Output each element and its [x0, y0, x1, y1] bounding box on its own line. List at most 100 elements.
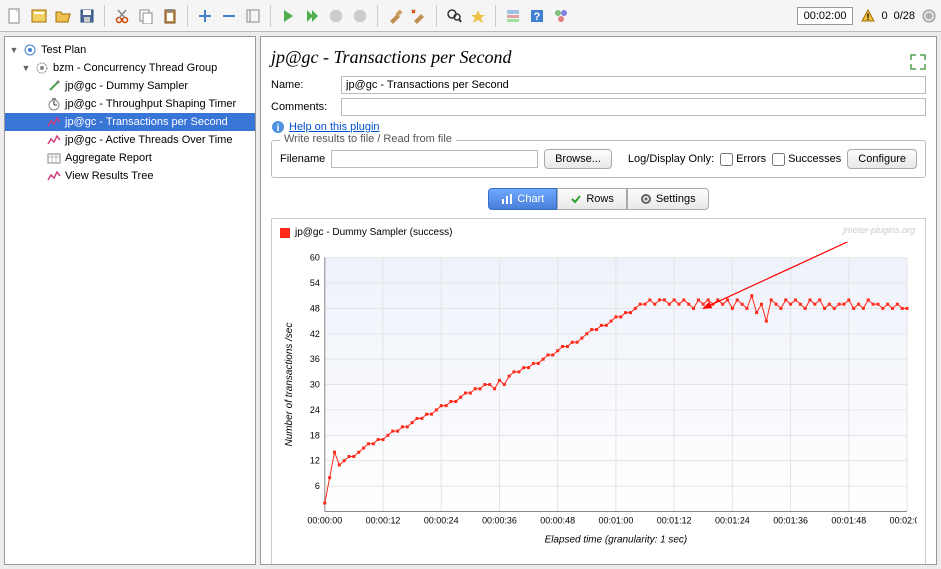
chart-legend: jp@gc - Dummy Sampler (success) — [280, 227, 917, 238]
svg-text:42: 42 — [310, 329, 320, 339]
tree-label: Aggregate Report — [65, 152, 152, 164]
successes-checkbox[interactable] — [772, 153, 785, 166]
tree-label: View Results Tree — [65, 170, 153, 182]
filename-input[interactable] — [331, 150, 538, 168]
stop-icon[interactable] — [325, 5, 347, 27]
warning-count: 0 — [881, 10, 887, 22]
listener-icon — [46, 168, 62, 184]
successes-label: Successes — [788, 153, 841, 165]
tree-label: bzm - Concurrency Thread Group — [53, 62, 217, 74]
toolbar-separator — [377, 5, 378, 27]
legend-label: jp@gc - Dummy Sampler (success) — [295, 227, 452, 238]
svg-text:24: 24 — [310, 405, 320, 415]
tree-label: jp@gc - Transactions per Second — [65, 116, 228, 128]
logdisplay-label: Log/Display Only: — [628, 153, 714, 165]
tab-settings[interactable]: Settings — [627, 188, 709, 210]
tree-panel: ▼ Test Plan ▼ bzm - Concurrency Thread G… — [4, 36, 256, 565]
tree-threadgroup[interactable]: ▼ bzm - Concurrency Thread Group — [5, 59, 255, 77]
clear-all-icon[interactable] — [408, 5, 430, 27]
paste-icon[interactable] — [159, 5, 181, 27]
svg-text:00:00:24: 00:00:24 — [424, 515, 459, 525]
tree-item[interactable]: View Results Tree — [5, 167, 255, 185]
tree-toggle-icon[interactable]: ▼ — [21, 63, 31, 73]
svg-text:60: 60 — [310, 253, 320, 263]
svg-text:00:01:48: 00:01:48 — [831, 515, 866, 525]
legend-swatch — [280, 228, 290, 238]
name-input[interactable] — [341, 76, 926, 94]
reset-search-icon[interactable] — [467, 5, 489, 27]
gear-icon — [640, 193, 652, 205]
warning-icon: ! — [861, 9, 875, 23]
svg-text:Elapsed time (granularity: 1 s: Elapsed time (granularity: 1 sec) — [545, 534, 688, 545]
shutdown-icon[interactable] — [349, 5, 371, 27]
tabs: Chart Rows Settings — [271, 188, 926, 210]
name-label: Name: — [271, 79, 341, 91]
new-icon[interactable] — [4, 5, 26, 27]
copy-icon[interactable] — [135, 5, 157, 27]
help-icon[interactable]: ? — [526, 5, 548, 27]
info-icon: i — [271, 120, 285, 134]
tab-rows[interactable]: Rows — [557, 188, 627, 210]
svg-text:00:02:00: 00:02:00 — [890, 515, 917, 525]
svg-text:6: 6 — [315, 481, 320, 491]
browse-button[interactable]: Browse... — [544, 149, 612, 169]
check-icon — [570, 193, 582, 205]
plugins-icon[interactable] — [550, 5, 572, 27]
threads-indicator-icon — [921, 8, 937, 24]
svg-text:00:01:24: 00:01:24 — [715, 515, 750, 525]
help-link[interactable]: Help on this plugin — [289, 121, 380, 133]
svg-text:00:00:48: 00:00:48 — [540, 515, 575, 525]
clear-icon[interactable] — [384, 5, 406, 27]
toolbar-separator — [495, 5, 496, 27]
svg-text:48: 48 — [310, 303, 320, 313]
thread-count: 0/28 — [894, 10, 915, 22]
start-no-timers-icon[interactable] — [301, 5, 323, 27]
expand-panel-icon[interactable] — [910, 54, 926, 70]
svg-text:00:01:12: 00:01:12 — [657, 515, 692, 525]
collapse-icon[interactable] — [218, 5, 240, 27]
tree-item[interactable]: Aggregate Report — [5, 149, 255, 167]
elapsed-time: 00:02:00 — [797, 7, 854, 25]
comments-input[interactable] — [341, 98, 926, 116]
chart: 612182430364248546000:00:0000:00:1200:00… — [280, 242, 917, 552]
file-fieldset: Write results to file / Read from file F… — [271, 140, 926, 178]
open-icon[interactable] — [52, 5, 74, 27]
configure-button[interactable]: Configure — [847, 149, 917, 169]
listener-icon — [46, 150, 62, 166]
errors-checkbox[interactable] — [720, 153, 733, 166]
svg-text:Number of transactions /sec: Number of transactions /sec — [284, 323, 295, 447]
tree-item[interactable]: jp@gc - Throughput Shaping Timer — [5, 95, 255, 113]
tree-label: Test Plan — [41, 44, 86, 56]
comments-label: Comments: — [271, 101, 341, 113]
tree-item[interactable]: jp@gc - Transactions per Second — [5, 113, 255, 131]
threadgroup-icon — [34, 60, 50, 76]
fieldset-legend: Write results to file / Read from file — [280, 133, 456, 145]
svg-text:30: 30 — [310, 380, 320, 390]
cut-icon[interactable] — [111, 5, 133, 27]
tree-toggle-icon[interactable]: ▼ — [9, 45, 19, 55]
tree-item[interactable]: jp@gc - Dummy Sampler — [5, 77, 255, 95]
save-icon[interactable] — [76, 5, 98, 27]
tree-root[interactable]: ▼ Test Plan — [5, 41, 255, 59]
start-icon[interactable] — [277, 5, 299, 27]
chart-container: jmeter-plugins.org jp@gc - Dummy Sampler… — [271, 218, 926, 565]
errors-label: Errors — [736, 153, 766, 165]
svg-text:12: 12 — [310, 456, 320, 466]
svg-text:18: 18 — [310, 430, 320, 440]
watermark: jmeter-plugins.org — [843, 225, 915, 235]
filename-label: Filename — [280, 153, 325, 165]
tree-label: jp@gc - Dummy Sampler — [65, 80, 188, 92]
svg-text:?: ? — [534, 11, 541, 23]
content-panel: jp@gc - Transactions per Second Name: Co… — [260, 36, 937, 565]
toolbar-separator — [187, 5, 188, 27]
templates-icon[interactable] — [28, 5, 50, 27]
tab-chart[interactable]: Chart — [488, 188, 557, 210]
listener-icon — [46, 114, 62, 130]
function-helper-icon[interactable] — [502, 5, 524, 27]
search-icon[interactable] — [443, 5, 465, 27]
svg-text:00:00:00: 00:00:00 — [307, 515, 342, 525]
tree-label: jp@gc - Active Threads Over Time — [65, 134, 232, 146]
expand-icon[interactable] — [194, 5, 216, 27]
tree-item[interactable]: jp@gc - Active Threads Over Time — [5, 131, 255, 149]
toggle-icon[interactable] — [242, 5, 264, 27]
